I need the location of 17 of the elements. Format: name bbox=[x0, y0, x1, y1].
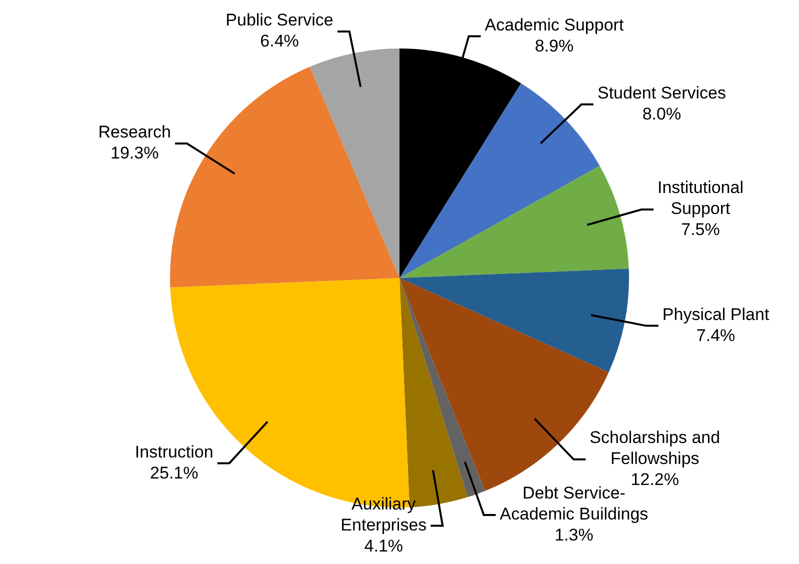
data-label: 8.9% bbox=[534, 36, 574, 56]
slice-label: Scholarships and Fellowships bbox=[590, 428, 720, 468]
slice-label: Institutional Support bbox=[657, 178, 744, 218]
slice-label: Physical Plant bbox=[662, 304, 770, 324]
slice-label: Instruction bbox=[134, 442, 214, 462]
data-label: 8.0% bbox=[642, 104, 682, 124]
data-label: 25.1% bbox=[150, 463, 198, 482]
slice-label: Research bbox=[98, 122, 172, 142]
data-label: 7.5% bbox=[681, 220, 720, 240]
data-label: 19.3% bbox=[110, 144, 159, 163]
slice-label: Public Service bbox=[226, 10, 334, 30]
data-label: 1.3% bbox=[554, 526, 594, 545]
data-label: 4.1% bbox=[364, 536, 404, 556]
data-label: 7.4% bbox=[696, 326, 736, 345]
data-label: 6.4% bbox=[260, 32, 299, 51]
slice-label: Academic Support bbox=[484, 15, 624, 34]
slice-label: Student Services bbox=[597, 84, 726, 103]
